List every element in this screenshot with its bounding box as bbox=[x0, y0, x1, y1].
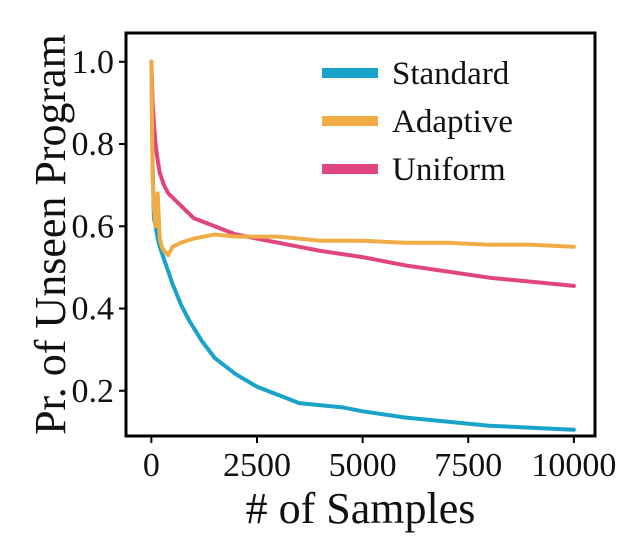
y-tick-label: 0.6 bbox=[72, 208, 115, 245]
y-tick-label: 0.4 bbox=[72, 291, 115, 328]
y-tick-label: 0.8 bbox=[72, 126, 115, 163]
series-layer bbox=[149, 59, 576, 432]
y-axis-label: Pr. of Unseen Program bbox=[26, 34, 75, 435]
x-tick-label: 0 bbox=[143, 447, 160, 484]
y-ticks: 0.2 0.4 0.6 0.8 1.0 bbox=[72, 44, 126, 410]
y-tick-label: 1.0 bbox=[72, 44, 115, 81]
legend: Standard Adaptive Uniform bbox=[322, 56, 513, 188]
legend-label-uniform: Uniform bbox=[392, 152, 506, 188]
legend-label-standard: Standard bbox=[392, 56, 510, 92]
x-tick-label: 5000 bbox=[329, 447, 397, 484]
legend-label-adaptive: Adaptive bbox=[392, 104, 513, 140]
series-line-uniform bbox=[149, 59, 576, 288]
x-tick-label: 7500 bbox=[434, 447, 502, 484]
x-axis-label: # of Samples bbox=[246, 484, 476, 533]
x-tick-label: 10000 bbox=[531, 447, 616, 484]
y-tick-label: 0.2 bbox=[72, 373, 115, 410]
series-line-standard bbox=[149, 59, 576, 432]
series-line-adaptive bbox=[149, 59, 576, 258]
x-tick-label: 2500 bbox=[223, 447, 291, 484]
plot-frame bbox=[124, 31, 597, 438]
x-ticks: 0 2500 5000 7500 10000 bbox=[143, 436, 616, 484]
